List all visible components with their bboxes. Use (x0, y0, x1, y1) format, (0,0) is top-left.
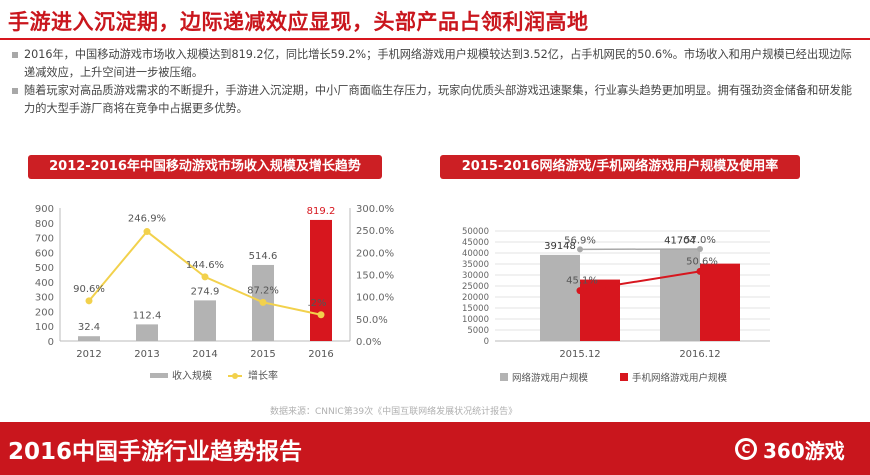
y2-tick-label: 250.0% (356, 226, 394, 237)
y-tick-label: 50000 (462, 227, 489, 237)
revenue-bar (136, 324, 158, 341)
growth-rate-point (201, 273, 209, 281)
y-tick-label: 20000 (462, 293, 489, 303)
y-tick-label: 40000 (462, 249, 489, 259)
growth-rate-label: 144.6% (186, 260, 224, 271)
logo-text: 360游戏 (763, 438, 845, 463)
y-tick-label: 200 (35, 307, 54, 318)
logo-icon: C (735, 438, 757, 460)
mobile-usage-rate-point (696, 267, 704, 275)
legend-swatch-mobile (620, 373, 628, 381)
source-note: 数据来源：CNNIC第39次《中国互联网络发展状况统计报告》 (270, 407, 518, 417)
y-tick-label: 10000 (462, 315, 489, 325)
growth-rate-point (317, 311, 325, 319)
y-tick-label: 100 (35, 322, 54, 333)
y-tick-label: 500 (35, 263, 54, 274)
legend-swatch-online (500, 373, 508, 381)
x-tick-label: 2015.12 (559, 349, 600, 360)
users-chart-title: 2015-2016网络游戏/手机网络游戏用户规模及使用率 (440, 155, 800, 179)
y2-tick-label: 200.0% (356, 248, 394, 259)
page-title: 手游进入沉淀期，边际递减效应显现，头部产品占领利润高地 (8, 10, 589, 34)
y2-tick-label: 0.0% (356, 337, 381, 348)
growth-rate-point (259, 298, 267, 306)
revenue-bar (310, 219, 332, 341)
title-divider (0, 38, 870, 40)
bullet-item: 2016年，中国移动游戏市场收入规模达到819.2亿，同比增长59.2%；手机网… (10, 46, 862, 82)
mobile-usage-rate-label: 45.1% (566, 276, 598, 287)
revenue-value-label: 112.4 (133, 310, 162, 321)
online-users-value-label: 39148 (544, 241, 576, 252)
bullet-item: 随着玩家对高品质游戏需求的不断提升，手游进入沉淀期，中小厂商面临生存压力，玩家向… (10, 82, 862, 118)
x-tick-label: 2012 (76, 349, 101, 360)
users-chart: 0500010000150002000025000300003500040000… (462, 227, 770, 384)
revenue-value-label: 32.4 (78, 322, 100, 333)
y-tick-label: 30000 (462, 271, 489, 281)
legend-marker-growth (232, 373, 238, 379)
online-game-users-bar (540, 254, 580, 341)
x-tick-label: 2016 (308, 349, 333, 360)
mobile-game-users-bar (700, 263, 740, 341)
y-tick-label: 0 (484, 337, 489, 347)
y-tick-label: 900 (35, 204, 54, 215)
x-tick-label: 2015 (250, 349, 275, 360)
y2-tick-label: 100.0% (356, 293, 394, 304)
legend-label-growth: 增长率 (248, 369, 278, 382)
y-tick-label: 45000 (462, 238, 489, 248)
mobile-usage-rate-label: 50.6% (686, 256, 718, 267)
legend-swatch-revenue (150, 373, 168, 378)
x-tick-label: 2016.12 (679, 349, 720, 360)
brand-logo: C 360游戏 (735, 432, 845, 466)
revenue-value-label: 274.9 (191, 286, 220, 297)
online-usage-rate-label: 56.9% (564, 235, 596, 246)
growth-rate-point (143, 228, 151, 236)
y-tick-label: 700 (35, 234, 54, 245)
legend-label-revenue: 收入规模 (172, 369, 212, 382)
footer-title: 2016中国手游行业趋势报告 (8, 439, 303, 465)
growth-rate-label: 246.9% (128, 214, 166, 225)
bullet-list: 2016年，中国移动游戏市场收入规模达到819.2亿，同比增长59.2%；手机网… (10, 46, 862, 118)
y-tick-label: 400 (35, 278, 54, 289)
y2-tick-label: 50.0% (356, 315, 388, 326)
revenue-bar (78, 336, 100, 341)
y-tick-label: 800 (35, 219, 54, 230)
y-tick-label: 15000 (462, 304, 489, 314)
y-tick-label: 25000 (462, 282, 489, 292)
mobile-usage-rate-line (579, 270, 701, 292)
y-tick-label: 5000 (467, 326, 489, 336)
growth-rate-label: 87.2% (247, 285, 279, 296)
revenue-chart: 0 100 200 300 400 500 600 700 800 900 0.0% 50.0% 100… (35, 204, 394, 382)
x-tick-label: 2013 (134, 349, 159, 360)
y2-tick-label: 150.0% (356, 271, 394, 282)
x-tick-label: 2014 (192, 349, 217, 360)
legend-label-mobile: 手机网络游戏用户规模 (632, 372, 728, 384)
growth-rate-point (85, 297, 93, 305)
online-game-users-bar (660, 249, 700, 341)
online-usage-rate-point (697, 246, 703, 252)
revenue-value-label: 514.6 (249, 251, 278, 262)
revenue-chart-title: 2012-2016年中国移动游戏市场收入规模及增长趋势 (28, 155, 382, 179)
revenue-bar (194, 300, 216, 341)
y-tick-label: 35000 (462, 260, 489, 270)
footer-bar: 2016中国手游行业趋势报告 C 360游戏 (0, 422, 870, 475)
online-usage-rate-point (577, 246, 583, 253)
legend-label-online: 网络游戏用户规模 (512, 372, 589, 384)
y2-tick-label: 300.0% (356, 204, 394, 215)
revenue-value-label: 819.2 (307, 206, 336, 217)
y-tick-label: 300 (35, 293, 54, 304)
online-users-value-label: 41704 (664, 235, 696, 246)
growth-rate-label: .2% (307, 298, 326, 309)
mobile-usage-rate-point (576, 287, 584, 295)
online-usage-rate-label: 57.0% (684, 235, 716, 246)
y-tick-label: 600 (35, 248, 54, 259)
growth-rate-label: 90.6% (73, 284, 105, 295)
y-tick-label: 0 (48, 337, 54, 348)
